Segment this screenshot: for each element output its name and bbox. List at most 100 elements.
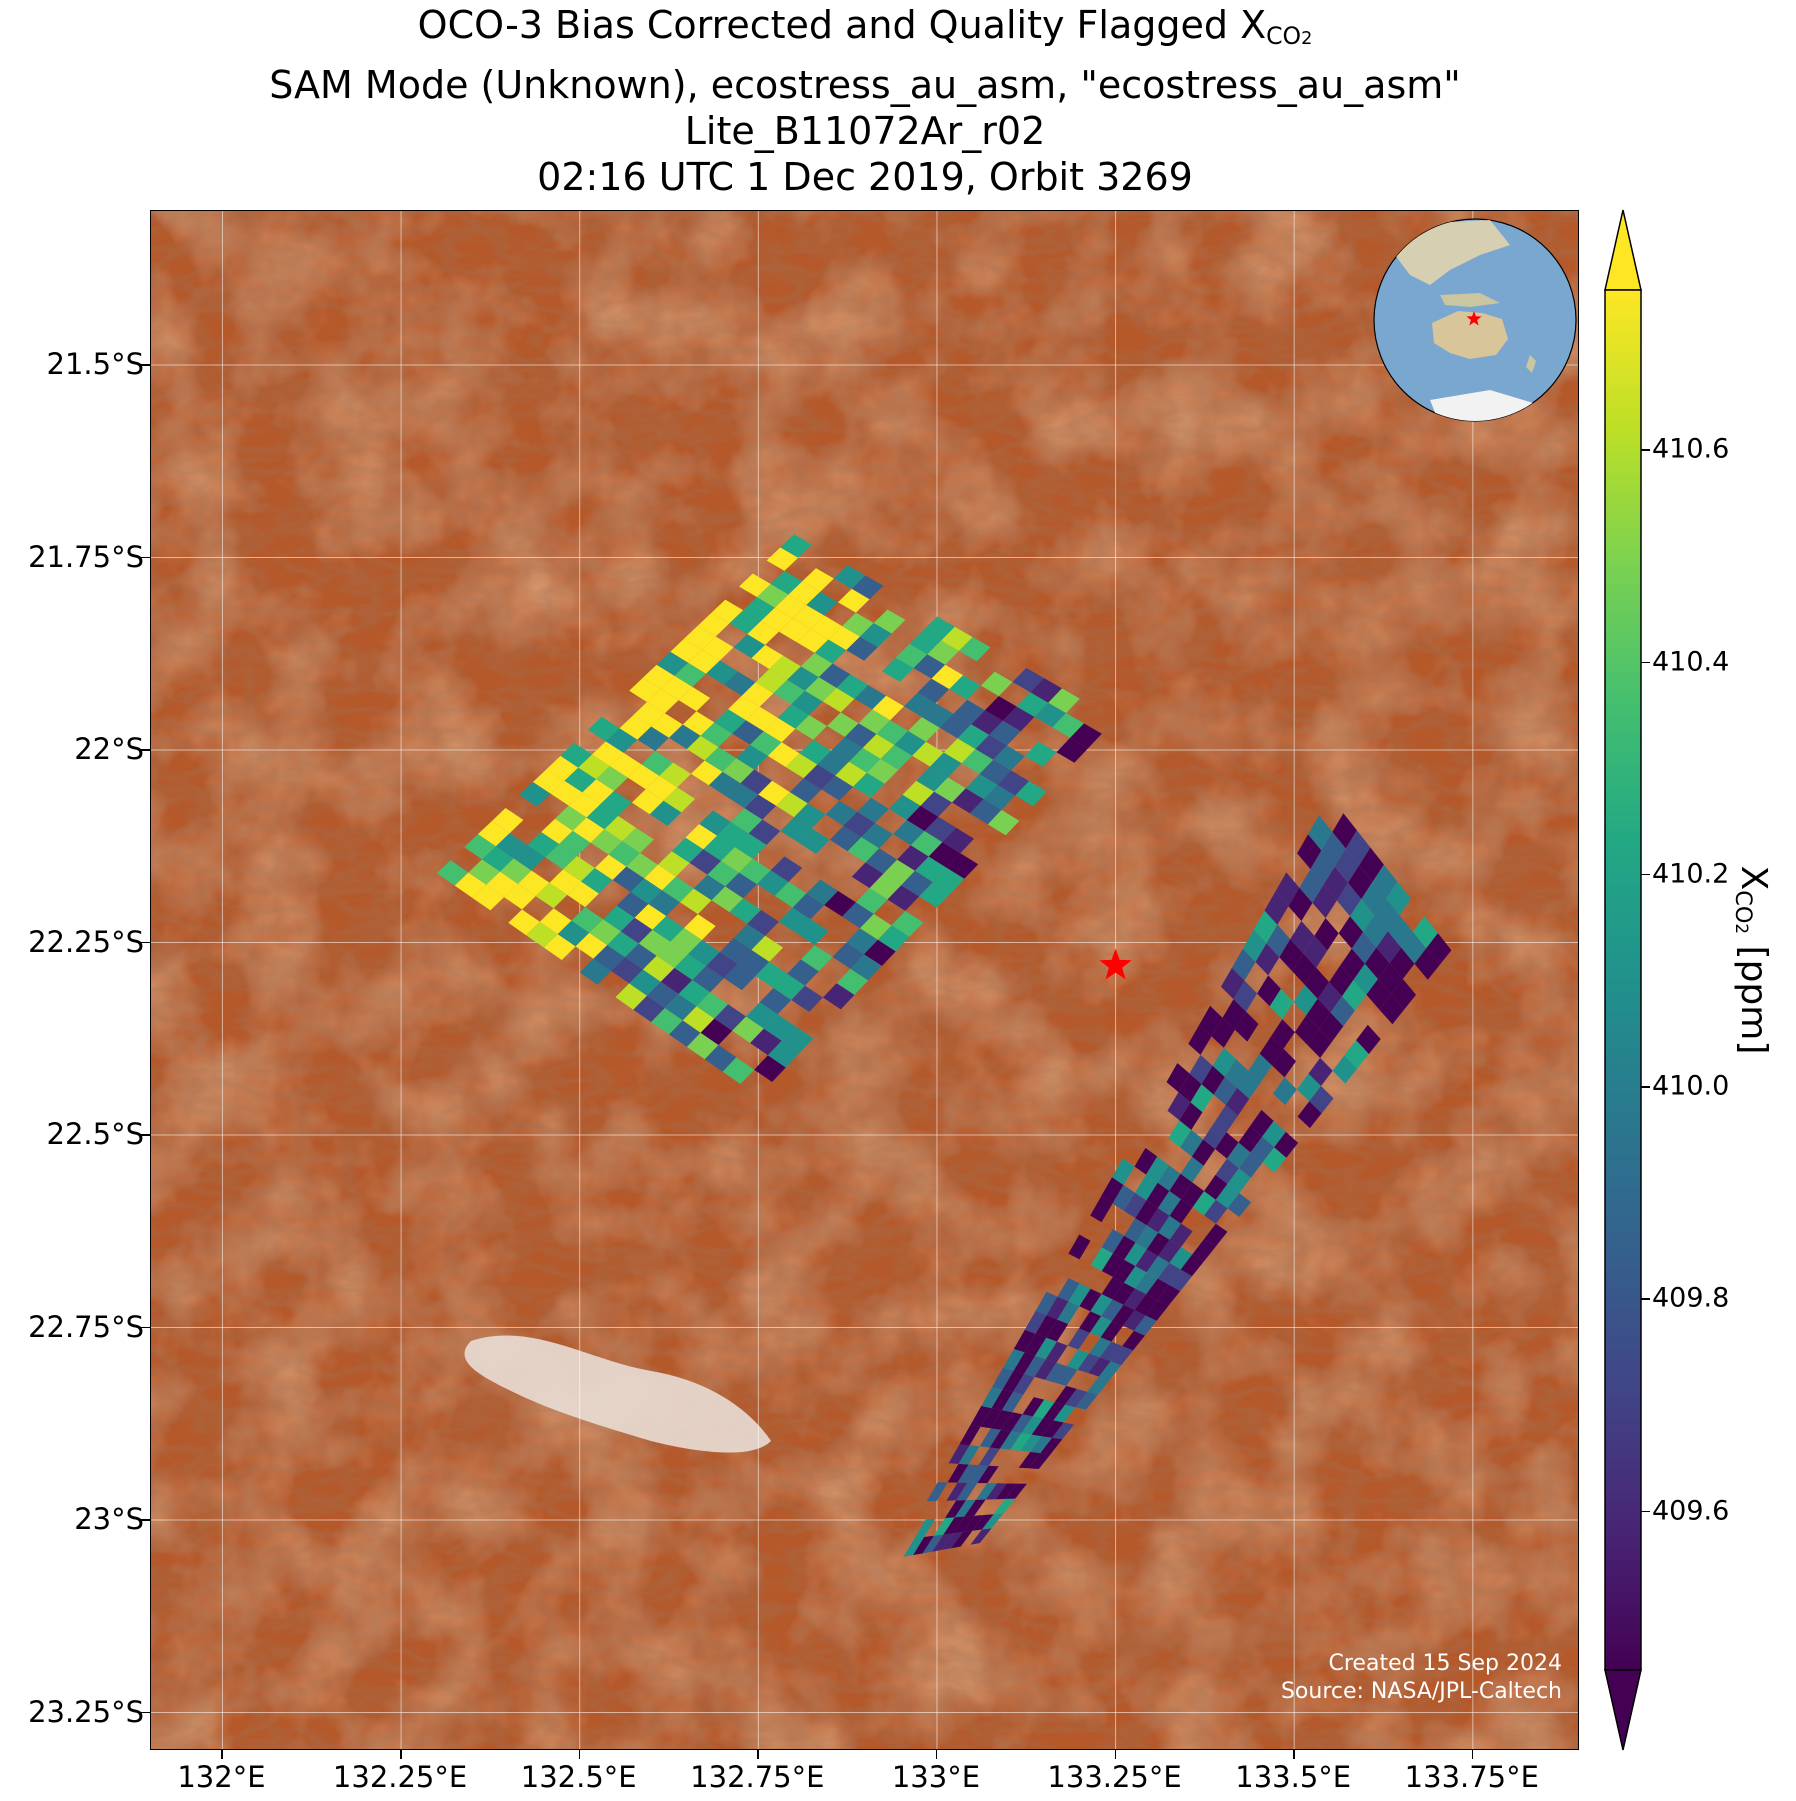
sounding-pixel <box>1310 850 1335 885</box>
sounding-pixel <box>872 695 904 721</box>
title-line-1: OCO-3 Bias Corrected and Quality Flagged… <box>417 3 1313 50</box>
sounding-pixel <box>1067 1349 1090 1370</box>
sounding-pixel <box>1134 1147 1158 1175</box>
sounding-pixel <box>920 791 953 817</box>
sounding-pixel <box>909 630 942 655</box>
sounding-pixel <box>1018 1451 1041 1469</box>
sounding-pixel <box>774 594 807 619</box>
sounding-pixel <box>1169 1247 1193 1270</box>
sounding-pixel <box>1292 953 1317 985</box>
colorbar-tick-label: 410.2 <box>1652 858 1730 890</box>
sounding-pixel <box>1297 834 1322 870</box>
sounding-pixel <box>1323 866 1348 901</box>
sounding-pixel <box>592 741 624 767</box>
sounding-pixel <box>836 968 869 995</box>
sounding-pixel <box>941 626 973 651</box>
sounding-pixel <box>608 841 641 867</box>
sounding-pixel <box>684 914 716 940</box>
sounding-pixel <box>659 762 691 788</box>
sounding-pixel <box>1361 881 1386 916</box>
sounding-pixel <box>818 663 851 688</box>
sounding-pixel <box>800 652 833 678</box>
sounding-pixel <box>770 856 803 882</box>
sounding-pixel <box>894 730 926 756</box>
sounding-pixel <box>1363 915 1388 948</box>
target-star-icon[interactable] <box>1099 948 1132 980</box>
sounding-pixel <box>513 845 546 871</box>
y-tick-mark <box>141 1326 150 1328</box>
sounding-pixel <box>893 820 925 846</box>
sounding-pixel <box>1135 1200 1158 1226</box>
sounding-pixel <box>948 1444 970 1464</box>
sounding-pixel <box>953 1515 975 1534</box>
sounding-pixel <box>1065 1388 1088 1408</box>
y-tick-label: 22.75°S <box>28 1309 144 1344</box>
sounding-pixel <box>1376 931 1402 964</box>
sounding-pixel <box>582 779 615 805</box>
target-site[interactable] <box>1099 948 1132 980</box>
sounding-pixel <box>916 766 948 792</box>
sounding-pixel <box>822 687 855 713</box>
sounding-pixel <box>616 892 649 918</box>
sounding-pixel <box>985 696 1017 721</box>
sounding-pixel <box>688 940 720 966</box>
sounding-pixel <box>629 677 661 702</box>
sounding-pixel <box>1135 1174 1158 1201</box>
y-tick-label: 22.5°S <box>46 1117 144 1151</box>
sounding-pixel <box>732 720 764 745</box>
sounding-pixel <box>1248 1053 1273 1083</box>
sounding-pixel <box>1213 1076 1238 1106</box>
sounding-pixel <box>930 752 962 778</box>
sounding-pixel <box>622 827 654 853</box>
sounding-pixel <box>926 1482 948 1502</box>
sounding-pixel <box>733 923 766 950</box>
sounding-pixel <box>641 751 674 776</box>
sounding-pixel <box>732 1016 764 1043</box>
map-canvas[interactable] <box>151 211 1579 1750</box>
sounding-pixel <box>1272 1048 1296 1078</box>
sounding-pixel <box>1312 884 1337 919</box>
sounding-pixel <box>1054 1385 1077 1405</box>
sounding-pixel <box>737 949 770 976</box>
sounding-pixel <box>1112 1304 1135 1326</box>
sounding-pixel <box>997 770 1029 796</box>
sounding-pixel <box>1189 1054 1213 1085</box>
salt-lake <box>464 1335 771 1453</box>
sounding-pixel <box>855 888 888 914</box>
x-tick-mark <box>1114 1750 1117 1759</box>
sounding-pixel <box>869 873 902 900</box>
sounding-pixel <box>767 742 800 768</box>
sounding-pixel <box>843 811 876 838</box>
sounding-pixel <box>596 766 628 791</box>
sounding-pixel <box>1294 1015 1319 1045</box>
sounding-pixel <box>1031 1418 1054 1437</box>
sounding-pixel <box>1077 1353 1100 1374</box>
sounding-pixel <box>927 640 959 665</box>
sounding-pixel <box>660 675 693 701</box>
sounding-pixel <box>1024 1310 1047 1334</box>
sounding-pixel <box>549 869 582 895</box>
sounding-pixel <box>680 888 712 915</box>
map-panel[interactable] <box>150 210 1579 1750</box>
sounding-pixel <box>1190 1084 1214 1113</box>
sounding-pixel <box>846 636 878 661</box>
sounding-pixel <box>619 715 652 740</box>
sounding-pixel <box>1169 1199 1193 1224</box>
sounding-pixel <box>586 804 619 830</box>
sounding-pixel <box>931 664 964 690</box>
sounding-pixel <box>923 616 955 641</box>
sounding-pixel <box>846 928 878 955</box>
sounding-pixel <box>821 775 854 801</box>
sounding-pixel <box>836 674 869 699</box>
sounding-pixel <box>1372 864 1398 899</box>
sounding-pixel <box>1350 899 1375 932</box>
sounding-pixel <box>1274 1131 1299 1158</box>
sounding-pixel <box>979 759 1012 785</box>
sounding-pixel <box>526 921 558 948</box>
sounding-pixel <box>637 726 669 752</box>
sounding-pixel <box>1227 1193 1251 1217</box>
sounding-pixel <box>1012 667 1045 693</box>
sounding-pixel <box>773 973 805 1000</box>
sounding-pixel <box>947 1463 969 1483</box>
sounding-pixel <box>1250 1109 1274 1137</box>
